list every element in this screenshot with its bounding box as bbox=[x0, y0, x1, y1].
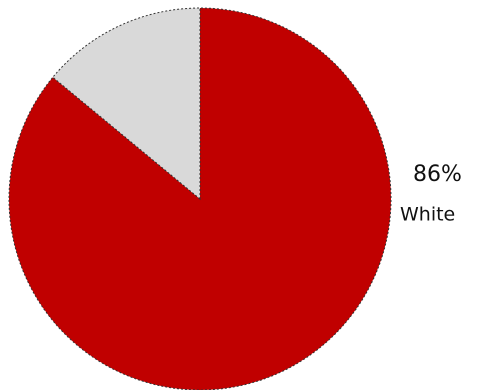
pie-slice bbox=[52, 7, 201, 201]
value-label: 86% bbox=[413, 162, 462, 187]
category-label: White bbox=[400, 204, 455, 226]
